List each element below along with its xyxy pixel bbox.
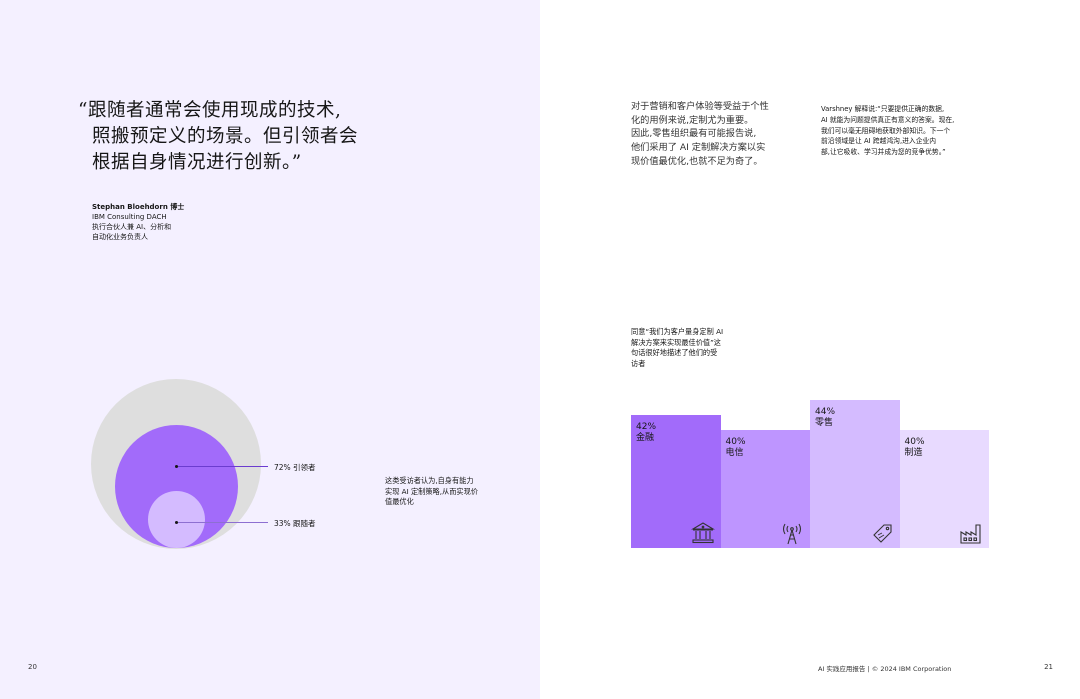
para-line: 因此,零售组织最有可能报告说, xyxy=(631,128,757,140)
varshney-quote: Varshney 解释说:“只要提供正确的数据, AI 就能为问题提供真正有意义… xyxy=(821,104,981,158)
page-number-right: 21 xyxy=(1044,663,1053,671)
followers-circle xyxy=(148,491,205,548)
radio-tower-icon xyxy=(779,520,805,546)
bar-category-label: 零售 xyxy=(815,418,834,428)
para-line: Varshney 解释说:“只要提供正确的数据, xyxy=(821,105,945,113)
para-line: 现价值最优化,也就不足为奇了。 xyxy=(631,155,763,167)
para-line: 我们可以毫无阻碍地获取外部知识。下一个 xyxy=(821,126,951,135)
followers-label: 33% 跟随者 xyxy=(274,519,316,528)
quote-line: 照搬预定义的场景。但引领者会 xyxy=(92,126,359,147)
pull-quote: “跟随者通常会使用现成的技术, 照搬预定义的场景。但引领者会 根据自身情况进行创… xyxy=(78,98,378,176)
factory-icon xyxy=(958,520,984,546)
leaders-label: 72% 引领者 xyxy=(274,463,316,472)
para-line: 他们采用了 AI 定制解决方案以实 xyxy=(631,142,766,154)
bar-category-label: 电信 xyxy=(725,448,744,458)
page-number-left: 20 xyxy=(28,663,37,671)
bar-category-label: 制造 xyxy=(904,448,923,458)
followers-dot xyxy=(175,521,178,524)
right-page xyxy=(540,0,1080,699)
bar-category-label: 金融 xyxy=(636,433,655,443)
para-line: 化的用例来说,定制尤为重要。 xyxy=(631,114,754,126)
author-org: IBM Consulting DACH xyxy=(92,213,167,221)
bar-金融: 42% 金融 xyxy=(631,415,721,548)
bar-电信: 40% 电信 xyxy=(720,430,810,548)
bar-value-label: 40% xyxy=(725,437,746,447)
bar-value-label: 40% xyxy=(904,437,925,447)
caption-line: 访者 xyxy=(631,359,646,369)
bar-value-label: 42% xyxy=(636,422,657,432)
author-role: 执行合伙人兼 AI、分析和 xyxy=(92,223,172,231)
industry-bar-chart: 42% 金融 40% 电信 44% 零售 40% 制造 xyxy=(631,400,989,548)
followers-leader-line xyxy=(176,522,268,523)
chart-caption: 同意“我们为客户量身定制 AI 解决方案来实现最佳价值”这 句话很好地描述了他们… xyxy=(631,327,751,370)
note-line: 这类受访者认为,自身有能力 xyxy=(385,476,474,485)
leaders-leader-line xyxy=(176,466,268,467)
para-line: 部,让它吸收、学习并成为您的竞争优势。” xyxy=(821,148,946,157)
body-paragraph: 对于营销和客户体验等受益于个性 化的用例来说,定制尤为重要。 因此,零售组织最有… xyxy=(631,100,801,169)
note-line: 实现 AI 定制策略,从而实现价 xyxy=(385,486,478,496)
author-name: Stephan Bloehdorn 博士 xyxy=(92,203,185,211)
caption-line: 解决方案来实现最佳价值”这 xyxy=(631,337,721,347)
para-line: 前沿领域是让 AI 跨越鸿沟,进入企业内 xyxy=(821,137,937,146)
circle-note: 这类受访者认为,自身有能力 实现 AI 定制策略,从而实现价 值最优化 xyxy=(385,476,495,508)
footer-text: AI 实践应用报告 | © 2024 IBM Corporation xyxy=(818,665,952,673)
bank-icon xyxy=(690,520,716,546)
caption-line: 句话很好地描述了他们的受 xyxy=(631,348,718,358)
bar-value-label: 44% xyxy=(815,407,836,417)
price-tag-icon xyxy=(869,520,895,546)
left-page: “跟随者通常会使用现成的技术, 照搬预定义的场景。但引领者会 根据自身情况进行创… xyxy=(0,0,540,699)
para-line: 对于营销和客户体验等受益于个性 xyxy=(631,101,769,112)
leaders-dot xyxy=(175,465,178,468)
quote-line: 根据自身情况进行创新。” xyxy=(92,152,302,173)
author-role: 自动化业务负责人 xyxy=(92,233,148,241)
bar-零售: 44% 零售 xyxy=(810,400,900,548)
note-line: 值最优化 xyxy=(385,497,414,506)
para-line: AI 就能为问题提供真正有意义的答案。现在, xyxy=(821,115,955,124)
quote-line: “跟随者通常会使用现成的技术, xyxy=(78,100,342,121)
quote-attribution: Stephan Bloehdorn 博士 IBM Consulting DACH… xyxy=(92,202,252,242)
caption-line: 同意“我们为客户量身定制 AI xyxy=(631,327,724,336)
bar-制造: 40% 制造 xyxy=(899,430,989,548)
